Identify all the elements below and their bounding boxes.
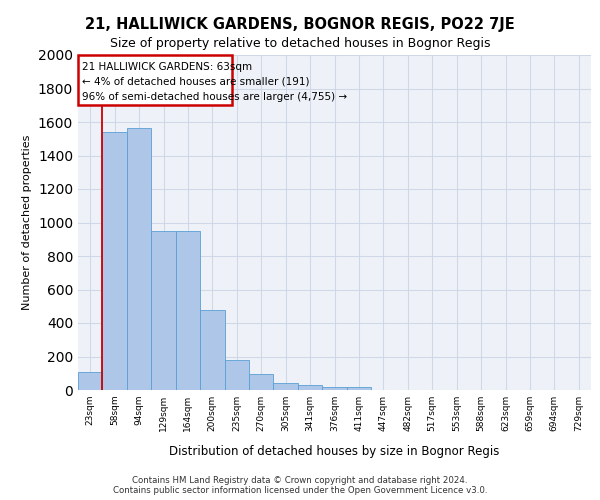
Text: Size of property relative to detached houses in Bognor Regis: Size of property relative to detached ho… xyxy=(110,38,490,51)
Bar xyxy=(322,387,347,390)
Bar xyxy=(79,55,232,106)
Bar xyxy=(274,384,298,390)
Text: ← 4% of detached houses are smaller (191): ← 4% of detached houses are smaller (191… xyxy=(82,77,310,87)
Bar xyxy=(249,374,274,390)
Bar xyxy=(200,310,224,390)
Bar xyxy=(103,132,127,390)
Text: 96% of semi-detached houses are larger (4,755) →: 96% of semi-detached houses are larger (… xyxy=(82,92,347,102)
Bar xyxy=(127,128,151,390)
Bar xyxy=(151,231,176,390)
X-axis label: Distribution of detached houses by size in Bognor Regis: Distribution of detached houses by size … xyxy=(169,445,500,458)
Bar xyxy=(298,386,322,390)
Y-axis label: Number of detached properties: Number of detached properties xyxy=(22,135,32,310)
Text: 21 HALLIWICK GARDENS: 63sqm: 21 HALLIWICK GARDENS: 63sqm xyxy=(82,62,252,72)
Text: Contains public sector information licensed under the Open Government Licence v3: Contains public sector information licen… xyxy=(113,486,487,495)
Bar xyxy=(78,372,103,390)
Bar xyxy=(224,360,249,390)
Text: 21, HALLIWICK GARDENS, BOGNOR REGIS, PO22 7JE: 21, HALLIWICK GARDENS, BOGNOR REGIS, PO2… xyxy=(85,18,515,32)
Bar xyxy=(347,388,371,390)
Bar xyxy=(176,231,200,390)
Text: Contains HM Land Registry data © Crown copyright and database right 2024.: Contains HM Land Registry data © Crown c… xyxy=(132,476,468,485)
